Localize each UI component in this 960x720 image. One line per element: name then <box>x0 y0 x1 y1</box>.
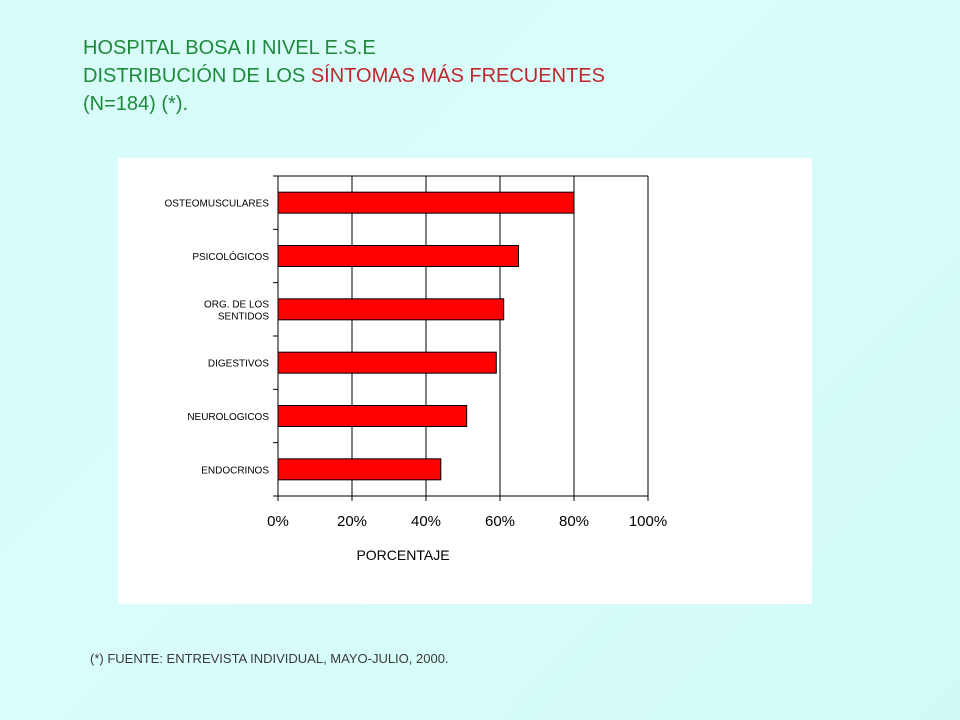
bar-chart: OSTEOMUSCULARES PSICOLÓGICOS ORG. DE LOSSE… <box>165 175 667 563</box>
category-label: PSICOLÓGICOS <box>192 250 269 263</box>
x-tick-label: 80% <box>559 513 589 530</box>
title-line-1: HOSPITAL BOSA II NIVEL E.S.E <box>83 37 376 59</box>
category-label: OSTEOMUSCULARES <box>165 199 270 210</box>
x-tick-label: 60% <box>485 513 515 530</box>
title-line-3: (N=184) (*). <box>83 93 189 115</box>
bar <box>277 298 505 321</box>
category-label: ENDOCRINOS <box>201 465 269 476</box>
title-line-2-part-1: DISTRIBUCIÓN DE LOS <box>83 65 311 87</box>
bar <box>277 191 575 214</box>
x-axis-label: PORCENTAJE <box>356 547 449 563</box>
bar <box>277 245 519 267</box>
title-line-2: DISTRIBUCIÓN DE LOS SÍNTOMAS MÁS FRECUEN… <box>83 62 605 90</box>
bar <box>277 458 442 481</box>
x-tick-label: 100% <box>629 513 667 530</box>
slide-title: HOSPITAL BOSA II NIVEL E.S.E DISTRIBUCIÓ… <box>83 34 605 118</box>
title-line-2-part-2: SÍNTOMAS MÁS FRECUENTES <box>310 65 605 87</box>
bar <box>277 351 497 374</box>
category-label: SENTIDOS <box>218 311 269 322</box>
source-footnote: (*) FUENTE: ENTREVISTA INDIVIDUAL, MAYO-… <box>90 651 449 666</box>
category-label: NEUROLOGICOS <box>187 412 269 423</box>
bar <box>277 405 468 427</box>
x-tick-label: 0% <box>267 513 289 530</box>
category-label: ORG. DE LOS <box>204 299 269 310</box>
category-label: DIGESTIVOS <box>208 359 269 370</box>
x-tick-label: 40% <box>411 513 441 530</box>
chart-area: OSTEOMUSCULARES PSICOLÓGICOS ORG. DE LOS SE… <box>118 158 812 604</box>
x-tick-label: 20% <box>337 513 367 530</box>
